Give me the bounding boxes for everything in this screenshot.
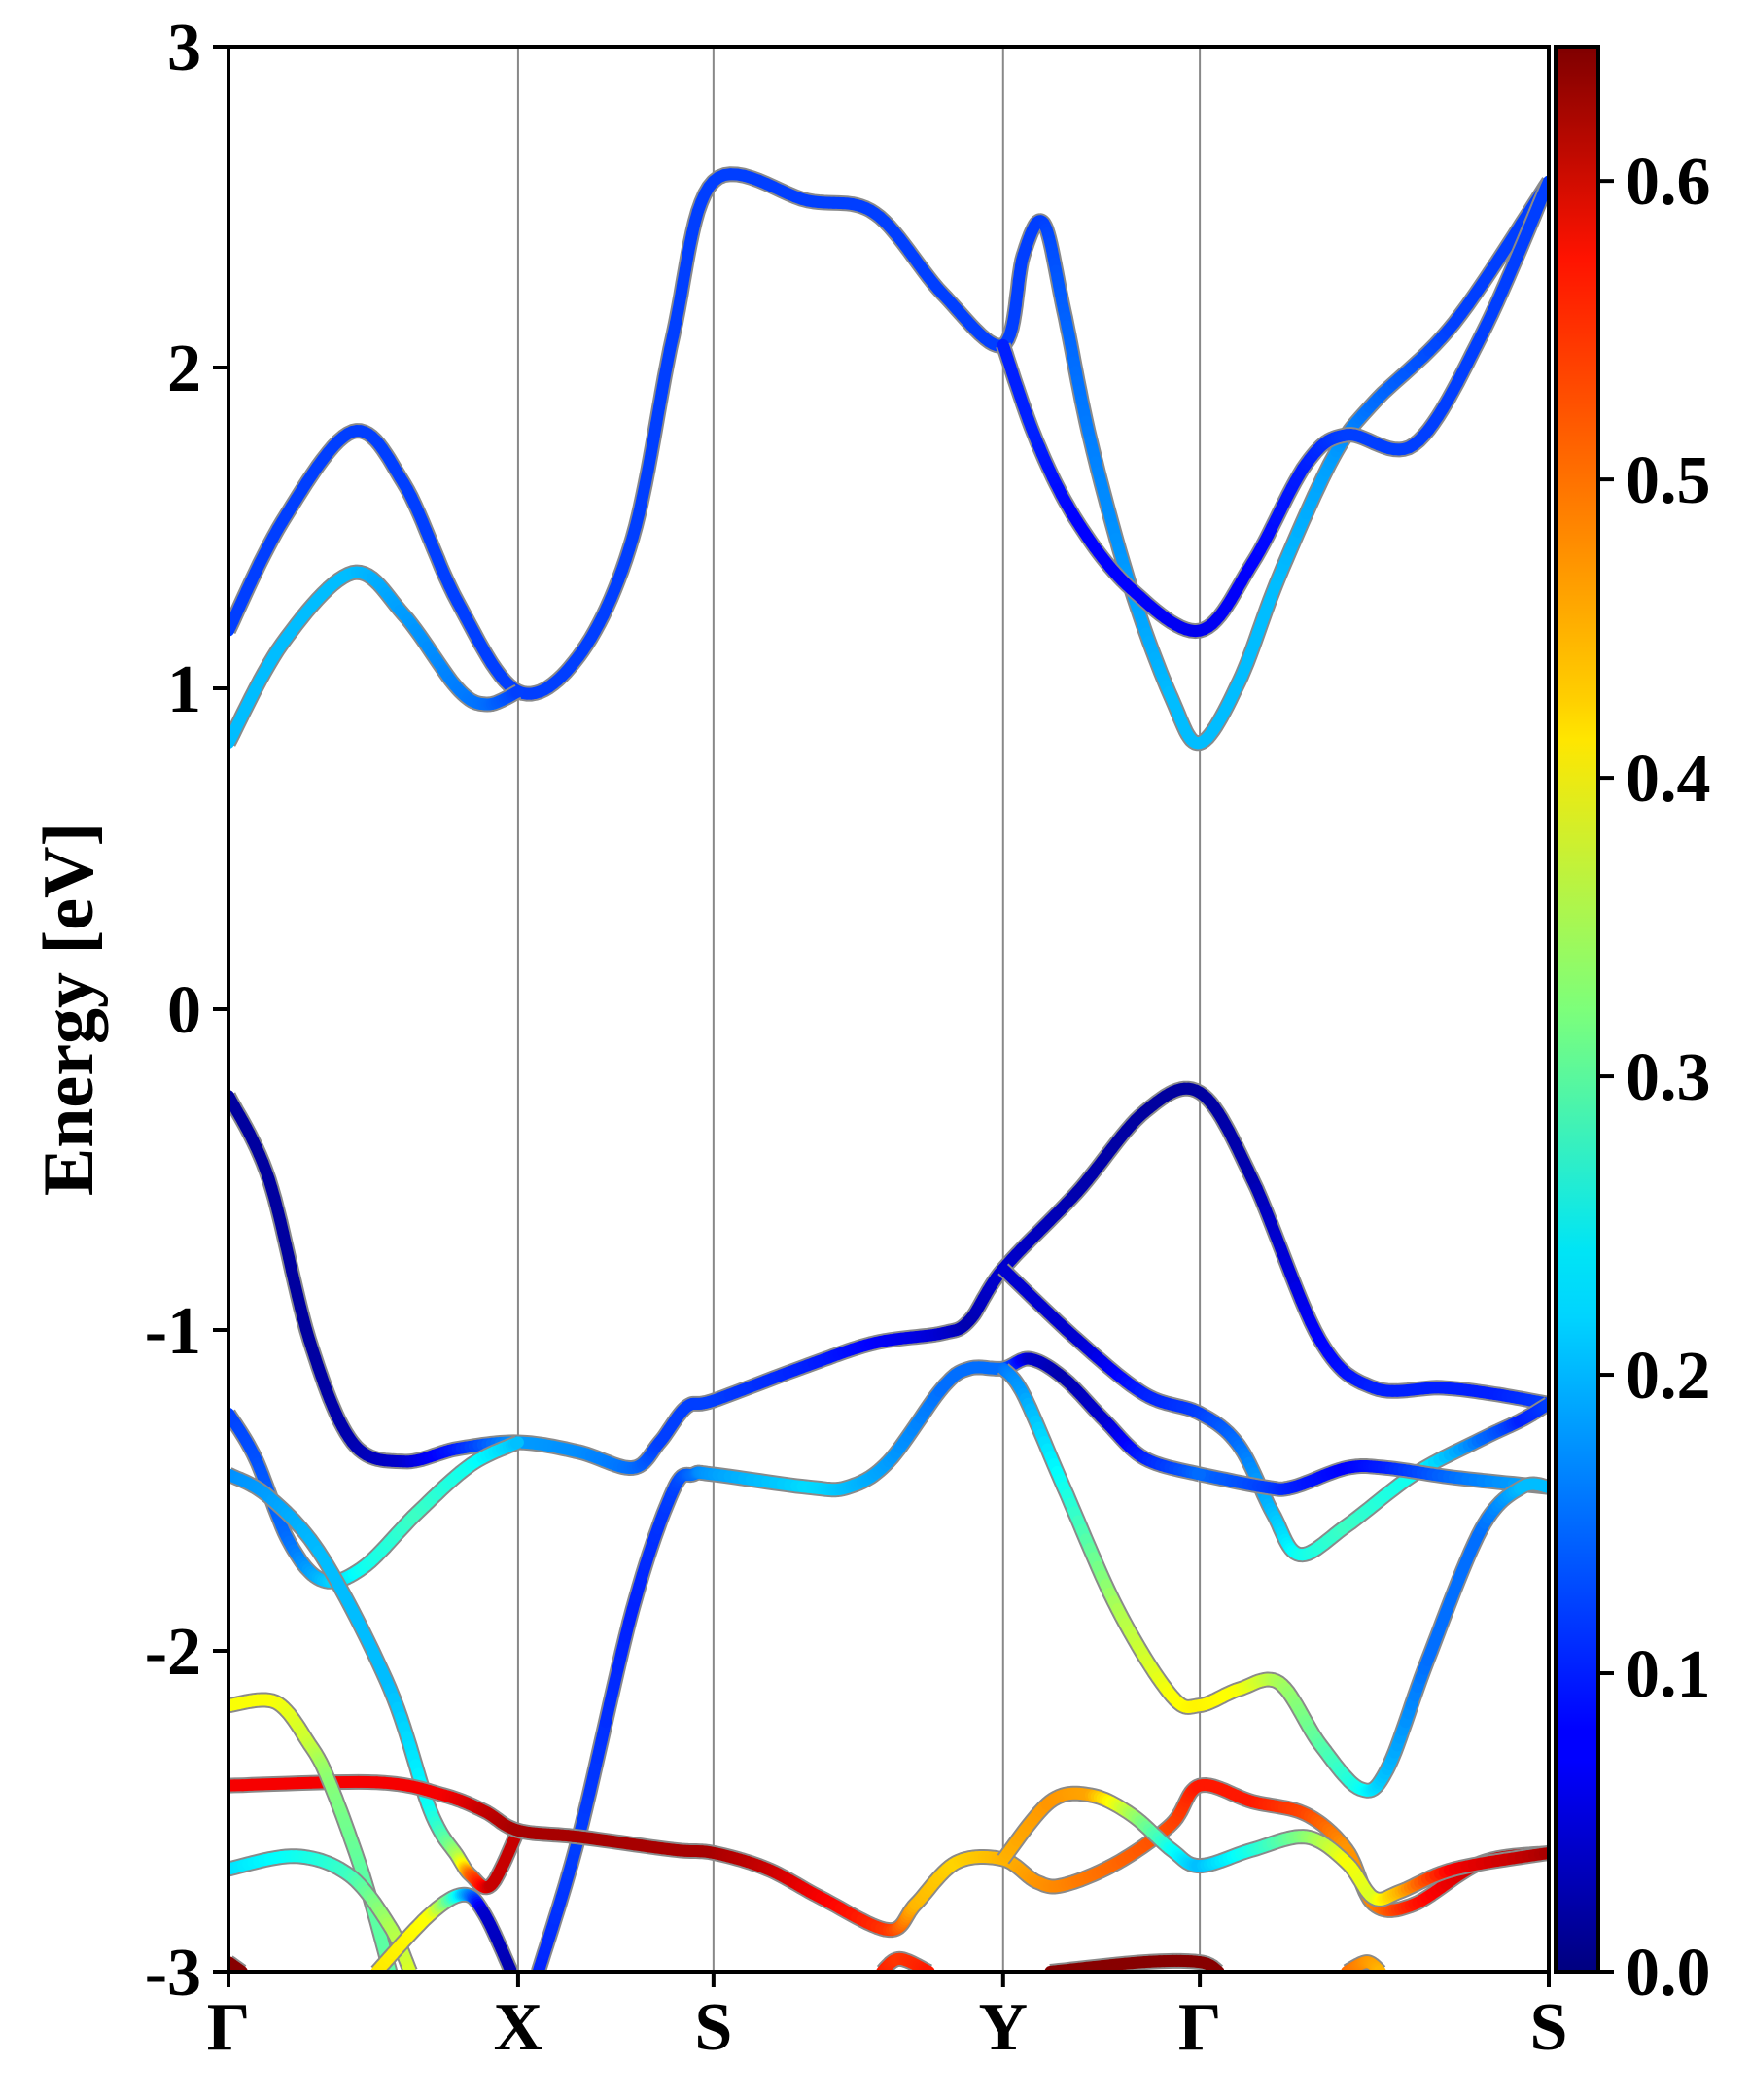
- colorbar-ticks: 0.0 0.1 0.2 0.3 0.4 0.5 0.6: [1598, 145, 1711, 2011]
- x-tick-label: S: [1530, 1990, 1568, 2065]
- band-vb-red: [228, 1773, 1549, 1939]
- x-tick-label: S: [694, 1990, 732, 2065]
- x-tick-label: Y: [979, 1990, 1029, 2065]
- colorbar-tick-label: 0.0: [1626, 1936, 1711, 2011]
- band-cb-lower-GX: [228, 564, 525, 750]
- y-axis-ticks: -3 -2 -1 0 1 2 3: [145, 11, 228, 2011]
- colorbar-tick-label: 0.5: [1626, 443, 1711, 518]
- band-segment: [1191, 1467, 1207, 1481]
- colorbar-tick-label: 0.4: [1626, 742, 1711, 817]
- y-tick-label: 3: [167, 11, 201, 86]
- band-outline: [228, 1467, 526, 1896]
- colorbar-tick-label: 0.1: [1626, 1637, 1711, 1712]
- colorbar-tick-label: 0.6: [1626, 145, 1711, 220]
- band-vb-top: [228, 1080, 1549, 1476]
- colorbar: [1554, 45, 1600, 1974]
- x-tick-label: X: [494, 1990, 543, 2065]
- x-tick-label: Γ: [207, 1990, 251, 2065]
- band-vb-YG-S: [997, 1263, 1549, 1563]
- band-vb-Y-G-S-green: [996, 1361, 1549, 1799]
- band-vb-yellowgreen-GX: [228, 1692, 399, 1972]
- band-cb-lower-YS: [996, 175, 1549, 640]
- band-vb-lightblue-GX: [228, 1467, 526, 1896]
- x-tick-label: Γ: [1178, 1990, 1222, 2065]
- y-tick-label: -2: [145, 1615, 201, 1690]
- y-tick-label: 1: [167, 652, 201, 727]
- band-outline: [228, 1080, 1549, 1476]
- band-segment: [510, 1436, 524, 1450]
- band-vb-orange-YGS: [997, 1785, 1549, 1908]
- y-axis-label: Energy [eV]: [29, 822, 109, 1196]
- y-tick-label: -3: [145, 1936, 201, 2011]
- band-segment: [510, 685, 524, 698]
- bands: [228, 166, 1549, 1972]
- colorbar-tick-label: 0.2: [1626, 1339, 1711, 1414]
- y-tick-label: 2: [167, 332, 201, 406]
- y-tick-label: 0: [167, 973, 201, 1048]
- band-outline: [996, 1361, 1549, 1799]
- y-tick-label: -1: [145, 1294, 201, 1369]
- plot-frame: [227, 45, 1551, 1974]
- colorbar-tick-label: 0.3: [1626, 1040, 1711, 1115]
